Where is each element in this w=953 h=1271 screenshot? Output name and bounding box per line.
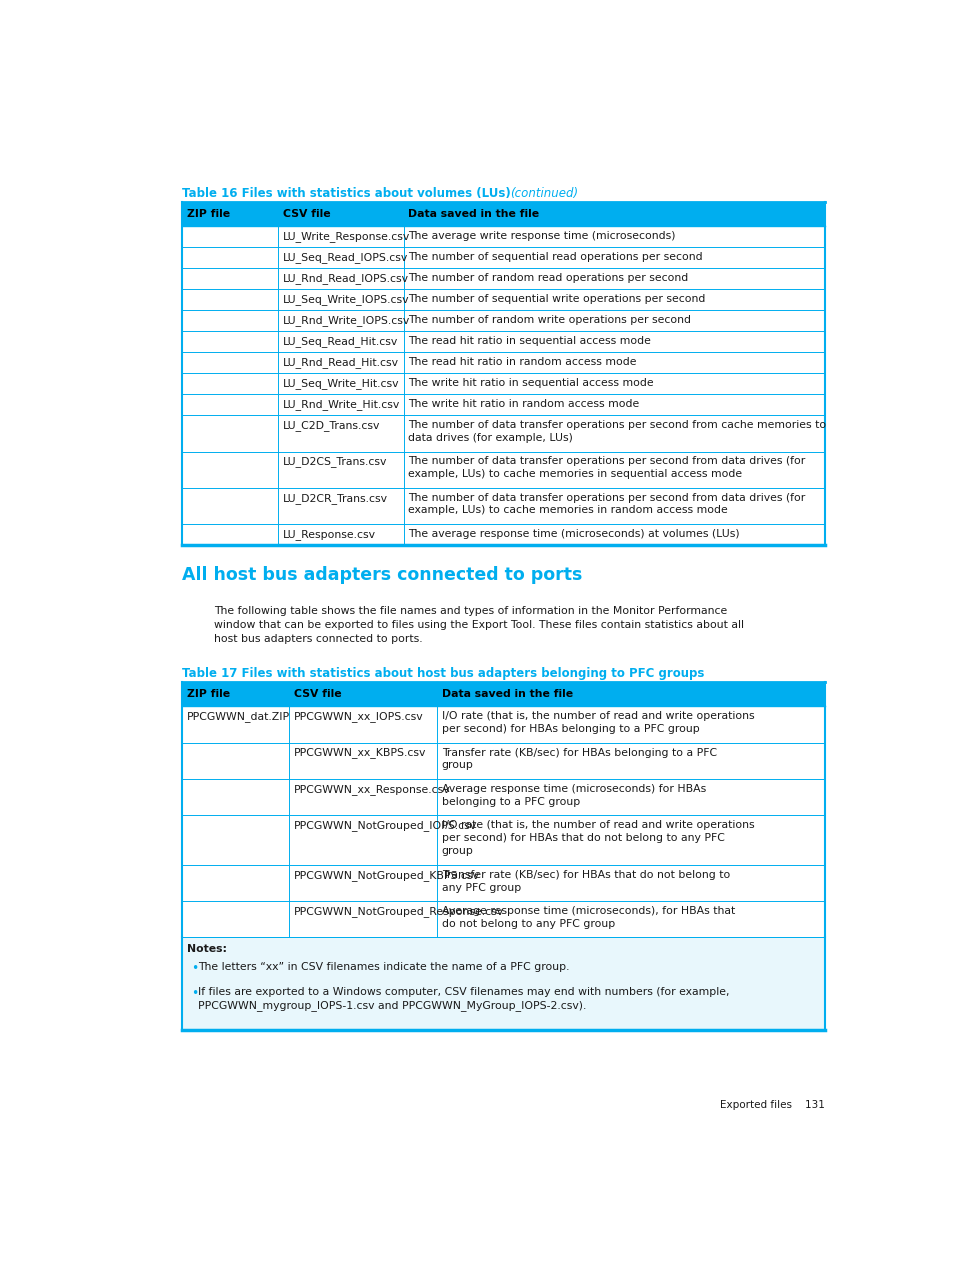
Text: LU_Seq_Read_IOPS.csv: LU_Seq_Read_IOPS.csv <box>282 252 408 263</box>
Bar <box>182 289 824 310</box>
Bar <box>182 268 824 289</box>
Text: The write hit ratio in random access mode: The write hit ratio in random access mod… <box>408 399 639 409</box>
Text: •: • <box>191 986 198 1000</box>
Bar <box>182 352 824 374</box>
Text: LU_C2D_Trans.csv: LU_C2D_Trans.csv <box>282 421 379 431</box>
Text: Average response time (microseconds), for HBAs that
do not belong to any PFC gro: Average response time (microseconds), fo… <box>441 906 734 929</box>
Bar <box>182 226 824 247</box>
Text: •: • <box>191 962 198 975</box>
Bar <box>182 779 824 815</box>
Bar <box>182 202 824 226</box>
Bar <box>182 332 824 352</box>
Text: PPCGWWN_dat.ZIP: PPCGWWN_dat.ZIP <box>187 712 290 722</box>
Bar <box>182 683 824 707</box>
Bar <box>182 247 824 268</box>
Text: Table 16 Files with statistics about volumes (LUs): Table 16 Files with statistics about vol… <box>182 187 510 200</box>
Text: The letters “xx” in CSV filenames indicate the name of a PFC group.: The letters “xx” in CSV filenames indica… <box>198 962 569 972</box>
Text: LU_Response.csv: LU_Response.csv <box>282 529 375 540</box>
Bar <box>182 815 824 866</box>
Text: Transfer rate (KB/sec) for HBAs belonging to a PFC
group: Transfer rate (KB/sec) for HBAs belongin… <box>441 747 716 770</box>
Bar <box>182 394 824 416</box>
Bar <box>182 488 824 524</box>
Text: The number of sequential write operations per second: The number of sequential write operation… <box>408 294 705 304</box>
Text: CSV file: CSV file <box>294 689 341 699</box>
Bar <box>182 374 824 394</box>
Text: PPCGWWN_xx_KBPS.csv: PPCGWWN_xx_KBPS.csv <box>294 747 426 759</box>
Text: LU_Seq_Write_IOPS.csv: LU_Seq_Write_IOPS.csv <box>282 294 409 305</box>
Text: Data saved in the file: Data saved in the file <box>408 208 538 219</box>
Text: PPCGWWN_xx_IOPS.csv: PPCGWWN_xx_IOPS.csv <box>294 712 423 722</box>
Text: ZIP file: ZIP file <box>187 689 230 699</box>
Text: The number of data transfer operations per second from data drives (for
example,: The number of data transfer operations p… <box>408 493 804 516</box>
Text: LU_Rnd_Read_Hit.csv: LU_Rnd_Read_Hit.csv <box>282 357 398 369</box>
Text: The number of random write operations per second: The number of random write operations pe… <box>408 315 691 325</box>
Text: LU_Rnd_Write_Hit.csv: LU_Rnd_Write_Hit.csv <box>282 399 399 411</box>
Text: The read hit ratio in sequential access mode: The read hit ratio in sequential access … <box>408 336 651 346</box>
Text: The average write response time (microseconds): The average write response time (microse… <box>408 231 675 240</box>
Text: The number of sequential read operations per second: The number of sequential read operations… <box>408 252 702 262</box>
Text: Table 17 Files with statistics about host bus adapters belonging to PFC groups: Table 17 Files with statistics about hos… <box>182 667 703 680</box>
Bar <box>182 901 824 938</box>
Text: The number of random read operations per second: The number of random read operations per… <box>408 273 688 283</box>
Text: LU_Seq_Read_Hit.csv: LU_Seq_Read_Hit.csv <box>282 336 397 347</box>
Text: The average response time (microseconds) at volumes (LUs): The average response time (microseconds)… <box>408 529 740 539</box>
Text: All host bus adapters connected to ports: All host bus adapters connected to ports <box>182 567 582 585</box>
Text: LU_Seq_Write_Hit.csv: LU_Seq_Write_Hit.csv <box>282 377 398 389</box>
Text: PPCGWWN_NotGrouped_KBPS.csv: PPCGWWN_NotGrouped_KBPS.csv <box>294 869 479 881</box>
Text: LU_D2CR_Trans.csv: LU_D2CR_Trans.csv <box>282 493 387 503</box>
Bar <box>182 451 824 488</box>
Bar <box>182 866 824 901</box>
Text: The following table shows the file names and types of information in the Monitor: The following table shows the file names… <box>213 606 743 643</box>
Text: LU_Rnd_Write_IOPS.csv: LU_Rnd_Write_IOPS.csv <box>282 315 410 325</box>
Text: I/O rate (that is, the number of read and write operations
per second) for HBAs : I/O rate (that is, the number of read an… <box>441 712 754 735</box>
Bar <box>182 416 824 451</box>
Text: Average response time (microseconds) for HBAs
belonging to a PFC group: Average response time (microseconds) for… <box>441 784 705 807</box>
Text: If files are exported to a Windows computer, CSV filenames may end with numbers : If files are exported to a Windows compu… <box>198 986 729 1010</box>
Text: ZIP file: ZIP file <box>187 208 230 219</box>
Text: The write hit ratio in sequential access mode: The write hit ratio in sequential access… <box>408 377 653 388</box>
Text: Notes:: Notes: <box>187 944 226 955</box>
Text: LU_Rnd_Read_IOPS.csv: LU_Rnd_Read_IOPS.csv <box>282 273 408 283</box>
Bar <box>182 707 824 742</box>
Text: The number of data transfer operations per second from cache memories to
data dr: The number of data transfer operations p… <box>408 421 825 444</box>
Text: Data saved in the file: Data saved in the file <box>441 689 572 699</box>
Text: Transfer rate (KB/sec) for HBAs that do not belong to
any PFC group: Transfer rate (KB/sec) for HBAs that do … <box>441 869 729 892</box>
Text: PPCGWWN_xx_Response.csv: PPCGWWN_xx_Response.csv <box>294 784 450 794</box>
Text: I/O rate (that is, the number of read and write operations
per second) for HBAs : I/O rate (that is, the number of read an… <box>441 820 754 855</box>
Text: LU_Write_Response.csv: LU_Write_Response.csv <box>282 231 410 241</box>
Text: PPCGWWN_NotGrouped_IOPS.csv: PPCGWWN_NotGrouped_IOPS.csv <box>294 820 476 831</box>
Text: LU_D2CS_Trans.csv: LU_D2CS_Trans.csv <box>282 456 387 468</box>
Text: (continued): (continued) <box>509 187 578 200</box>
Text: CSV file: CSV file <box>282 208 330 219</box>
Bar <box>182 742 824 779</box>
Text: The read hit ratio in random access mode: The read hit ratio in random access mode <box>408 357 637 367</box>
Bar <box>182 938 824 1030</box>
Bar <box>182 310 824 332</box>
Text: The number of data transfer operations per second from data drives (for
example,: The number of data transfer operations p… <box>408 456 804 479</box>
Text: Exported files    131: Exported files 131 <box>720 1099 824 1110</box>
Bar <box>182 524 824 545</box>
Text: PPCGWWN_NotGrouped_Response.csv: PPCGWWN_NotGrouped_Response.csv <box>294 906 503 916</box>
